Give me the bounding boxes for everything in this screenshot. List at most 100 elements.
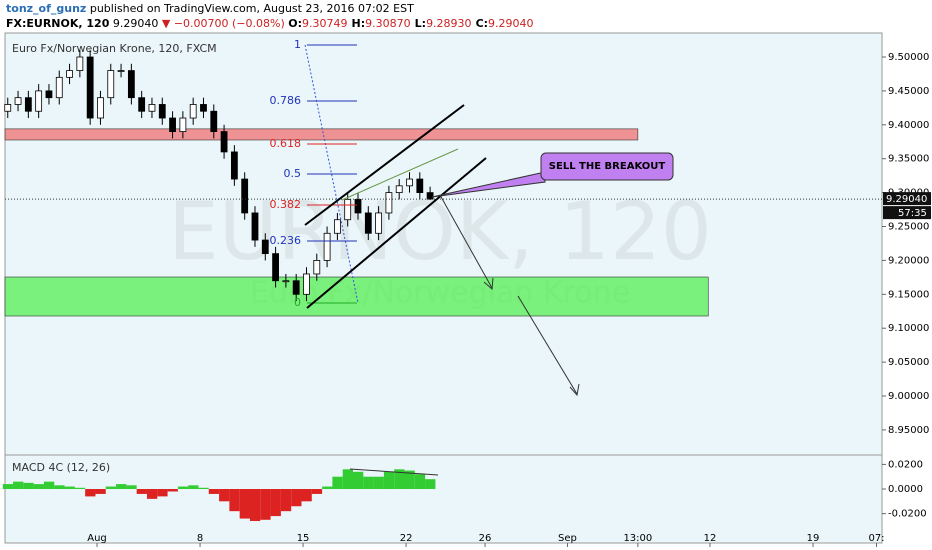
fib-label: 1 [294, 38, 301, 51]
macd-bar [322, 486, 333, 490]
fib-label: 0.786 [270, 94, 302, 107]
y-tick-label: 9.35000 [888, 154, 929, 165]
y-tick-label: 9.50000 [888, 52, 929, 63]
candle-body [200, 104, 207, 112]
x-tick-label: 15 [297, 533, 310, 544]
fib-label: 0.382 [270, 198, 302, 211]
fib-label: 0.236 [270, 234, 302, 247]
candle-body [138, 97, 146, 112]
candle-body [385, 192, 393, 214]
x-tick-label: 13:00 [623, 533, 652, 544]
candle-body [395, 185, 403, 194]
macd-bar [105, 486, 117, 490]
x-tick-label: 12 [704, 533, 717, 544]
macd-bar [229, 489, 240, 512]
candle-body [179, 117, 187, 132]
publish-line: tonz_of_gunz published on TradingView.co… [6, 2, 926, 16]
macd-bar [157, 489, 168, 497]
candle-body [35, 90, 43, 112]
macd-bar [95, 489, 106, 494]
macd-bar [249, 489, 261, 522]
callout-text: SELL THE BREAKOUT [548, 161, 666, 172]
ohlc-label: O: [288, 17, 303, 30]
macd-bar [239, 489, 250, 519]
y-tick-label: 8.95000 [888, 425, 929, 436]
macd-bar [64, 486, 75, 490]
price-tag-label: 9.29040 [886, 194, 927, 205]
ohlc-label: C: [475, 17, 489, 30]
macd-bar [54, 485, 65, 490]
candle-body [292, 280, 300, 295]
candle-body [76, 56, 84, 71]
macd-bar [198, 487, 209, 490]
candle-body [230, 151, 238, 180]
macd-bar [414, 474, 426, 490]
x-tick-label: 19 [807, 533, 820, 544]
fib-label: 0.5 [284, 167, 302, 180]
macd-bar [342, 469, 353, 490]
candle-body [416, 178, 424, 194]
x-tick-label: 8 [197, 533, 203, 544]
macd-bar [383, 471, 395, 490]
candle-body [364, 212, 372, 234]
fib-label: 0.618 [270, 137, 302, 150]
symbol-line: FX:EURNOK, 120 9.29040 ▼ −0.00700 (−0.08… [6, 17, 926, 31]
macd-bar [280, 489, 292, 512]
macd-bar [404, 470, 415, 490]
macd-bar [188, 485, 199, 490]
author[interactable]: tonz_of_gunz [6, 2, 87, 15]
candle-body [220, 131, 228, 153]
macd-bar [311, 489, 323, 494]
macd-bar [352, 471, 364, 490]
x-tick-label: Sep [558, 533, 577, 544]
macd-bar [13, 481, 24, 490]
chart-title: Euro Fx/Norwegian Krone, 120, FXCM [12, 42, 217, 55]
x-tick-label: 07: [868, 533, 884, 544]
macd-bar [208, 489, 220, 494]
published: published on TradingView.com, August 23,… [89, 2, 414, 15]
ohlc: O:9.30749 H:9.30870 L:9.28930 C:9.29040 [288, 17, 537, 30]
candle-body [313, 260, 321, 275]
x-tick-label: Aug [87, 533, 107, 544]
candle-body [45, 90, 53, 99]
countdown-label: 57:35 [898, 208, 927, 219]
candle-body [406, 178, 413, 187]
macd-bar [74, 487, 86, 490]
y-tick-label: 9.45000 [888, 86, 929, 97]
candle-body [344, 198, 352, 221]
y-tick-label: 9.25000 [888, 222, 929, 233]
ohlc-label: L: [414, 17, 427, 30]
candle-body [14, 97, 22, 105]
ohlc-value: 9.30870 [365, 17, 411, 30]
change: ▼ −0.00700 (−0.08%) [161, 17, 285, 30]
ohlc-label: H: [351, 17, 366, 30]
candle-body [55, 76, 63, 99]
countdown-tag [883, 206, 931, 220]
macd-bar [177, 486, 189, 490]
candle-body [107, 70, 115, 99]
candle-body [426, 192, 434, 200]
candle-body [251, 212, 259, 241]
ohlc-value: 9.30749 [302, 17, 348, 30]
y-tick-label: 9.10000 [888, 323, 929, 334]
macd-y-tick-label: 0.0200 [888, 459, 923, 470]
fib-label: 0 [294, 296, 301, 309]
candle-body [333, 219, 341, 234]
macd-bar [363, 476, 374, 490]
candle-body [375, 212, 383, 234]
macd-title: MACD 4C (12, 26) [12, 461, 110, 474]
y-tick-label: 9.05000 [888, 357, 929, 368]
y-tick-label: 9.20000 [888, 255, 929, 266]
candle-body [97, 97, 104, 119]
candle-body [117, 70, 125, 72]
macd-bar [167, 489, 178, 492]
candle-body [354, 198, 362, 214]
candle-body [66, 70, 73, 78]
candle-body [169, 117, 176, 132]
macd-bar [2, 484, 14, 490]
header: tonz_of_gunz published on TradingView.co… [6, 2, 926, 32]
macd-bar [301, 489, 312, 502]
y-tick-label: 9.15000 [888, 289, 929, 300]
